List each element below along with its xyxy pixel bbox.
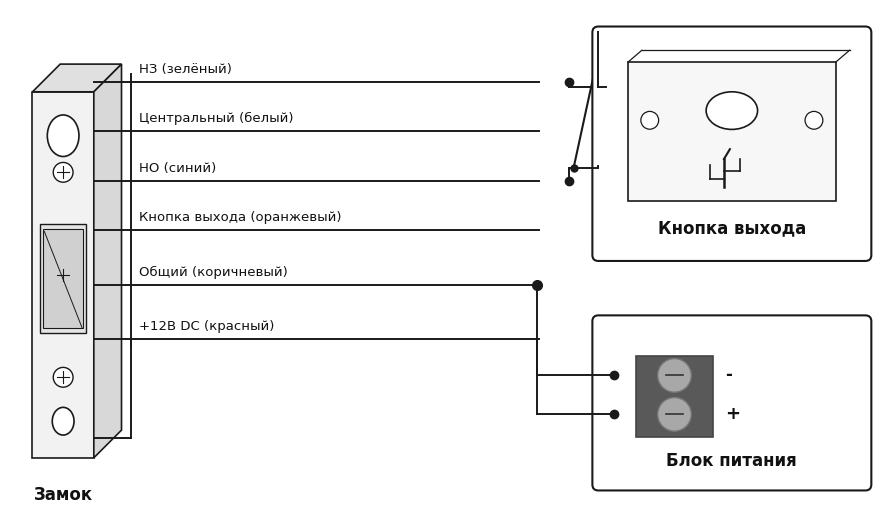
Ellipse shape xyxy=(705,92,757,129)
Ellipse shape xyxy=(47,115,79,157)
FancyBboxPatch shape xyxy=(627,62,835,201)
Text: +: + xyxy=(724,405,739,423)
Circle shape xyxy=(53,367,73,387)
FancyBboxPatch shape xyxy=(635,356,712,437)
Circle shape xyxy=(804,111,822,129)
Text: НО (синий): НО (синий) xyxy=(139,162,216,175)
Circle shape xyxy=(640,111,658,129)
Text: +12В DC (красный): +12В DC (красный) xyxy=(139,320,275,333)
Text: Замок: Замок xyxy=(34,486,93,504)
Circle shape xyxy=(53,265,73,285)
FancyBboxPatch shape xyxy=(592,26,870,261)
Text: Кнопка выхода (оранжевый): Кнопка выхода (оранжевый) xyxy=(139,211,341,225)
Circle shape xyxy=(657,398,690,431)
FancyBboxPatch shape xyxy=(43,229,82,329)
Text: -: - xyxy=(724,366,731,384)
Circle shape xyxy=(53,162,73,182)
Text: Блок питания: Блок питания xyxy=(665,452,797,470)
Text: Общий (коричневый): Общий (коричневый) xyxy=(139,266,288,279)
Circle shape xyxy=(657,358,690,392)
FancyBboxPatch shape xyxy=(592,315,870,490)
Text: НЗ (зелёный): НЗ (зелёный) xyxy=(139,63,232,76)
Polygon shape xyxy=(33,92,94,458)
FancyBboxPatch shape xyxy=(41,224,86,333)
Text: Центральный (белый): Центральный (белый) xyxy=(139,112,293,126)
Text: Кнопка выхода: Кнопка выхода xyxy=(657,219,805,237)
Ellipse shape xyxy=(52,407,74,435)
Polygon shape xyxy=(33,64,121,92)
Polygon shape xyxy=(94,64,121,458)
